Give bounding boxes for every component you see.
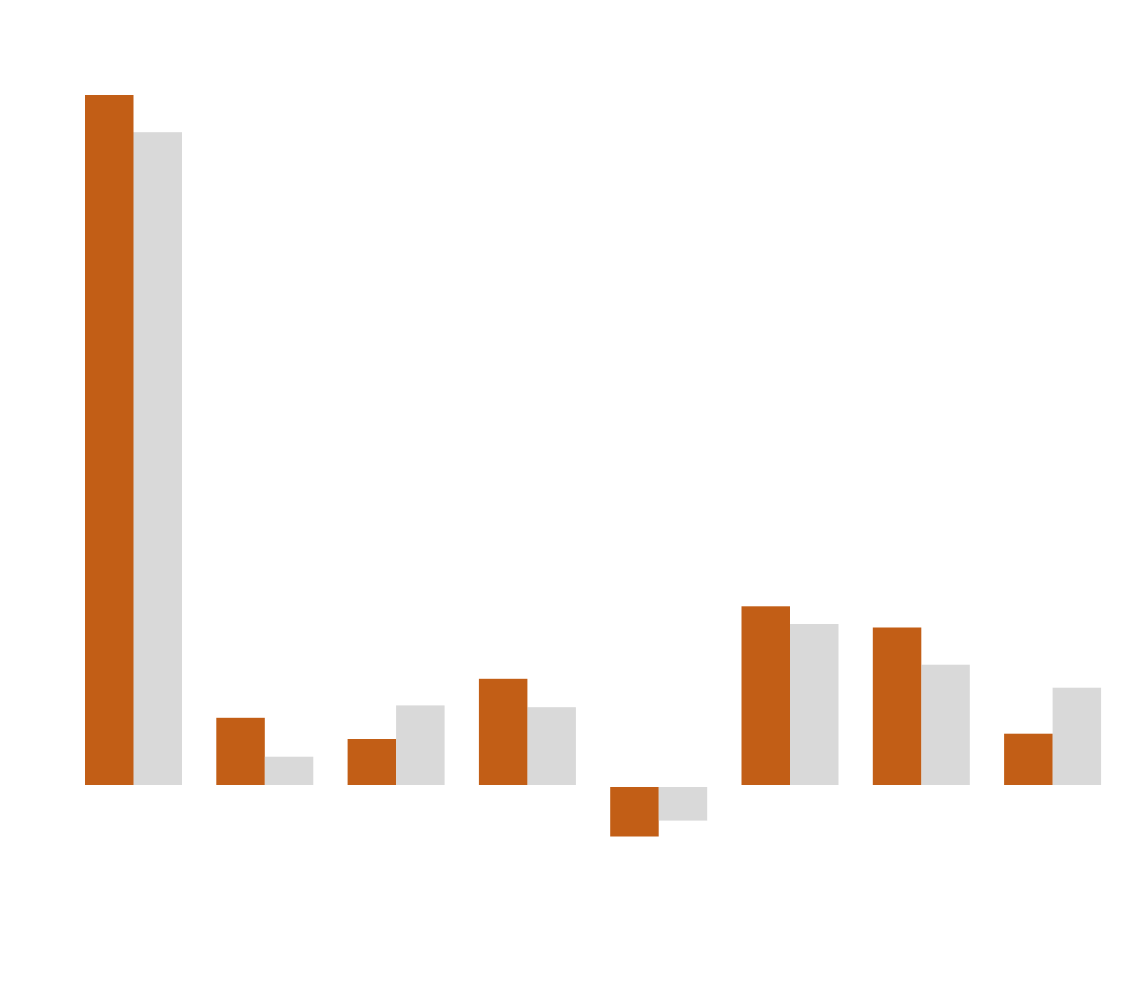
bar-series1-1 xyxy=(85,95,134,785)
bar-series1-6 xyxy=(741,606,790,785)
bars-group xyxy=(85,95,1102,837)
bar-series2-1 xyxy=(133,132,182,785)
bar-series2-6 xyxy=(790,624,839,785)
bar-series2-8 xyxy=(1052,687,1102,785)
bar-series2-5 xyxy=(658,787,708,821)
bar-series1-5 xyxy=(610,787,659,837)
bar-series1-4 xyxy=(478,678,528,785)
bar-series1-8 xyxy=(1004,733,1053,785)
bar-series2-3 xyxy=(396,705,445,785)
bar-series1-3 xyxy=(347,739,397,785)
bar-series2-2 xyxy=(264,756,314,785)
bar-series2-4 xyxy=(527,707,576,785)
bar-series2-7 xyxy=(921,664,970,785)
bar-series1-7 xyxy=(872,627,922,785)
bar-series1-2 xyxy=(216,717,265,785)
